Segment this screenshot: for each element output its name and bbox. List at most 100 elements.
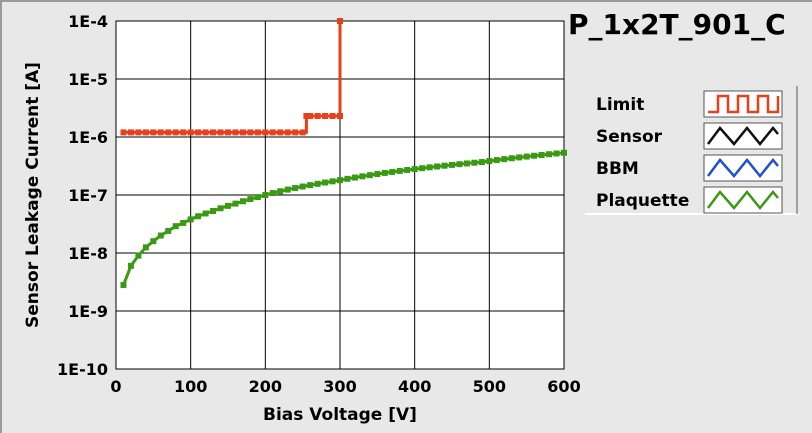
data-point	[269, 190, 276, 197]
data-point	[202, 129, 209, 136]
data-point	[150, 129, 157, 136]
data-point	[217, 129, 224, 136]
legend-label: BBM	[596, 159, 639, 179]
x-tick-label: 300	[323, 377, 356, 396]
data-point	[456, 161, 463, 168]
data-point	[157, 129, 164, 136]
x-axis-title: Bias Voltage [V]	[263, 405, 417, 425]
data-point	[202, 210, 209, 217]
data-point	[292, 129, 299, 136]
legend-swatch-line	[708, 94, 780, 114]
data-point	[366, 172, 373, 179]
data-point	[195, 129, 202, 136]
data-point	[426, 164, 433, 171]
data-point	[180, 219, 187, 226]
data-point	[307, 182, 314, 189]
data-point	[157, 232, 164, 239]
data-point	[449, 161, 455, 168]
data-point	[277, 129, 284, 136]
data-point	[329, 178, 336, 185]
data-point	[486, 158, 493, 165]
data-point	[322, 179, 329, 186]
data-point	[232, 129, 239, 136]
y-tick-label: 1E-5	[68, 70, 108, 89]
legend-swatch-line	[707, 158, 779, 178]
legend-item-bbm: BBM	[596, 154, 783, 182]
y-tick-label: 1E-6	[68, 128, 108, 147]
data-point	[217, 205, 224, 212]
data-point	[404, 166, 411, 173]
data-point	[239, 198, 246, 205]
data-point	[120, 282, 127, 289]
y-tick-label: 1E-7	[68, 186, 108, 205]
data-point	[419, 165, 426, 172]
data-point	[389, 168, 396, 175]
data-point	[337, 177, 343, 184]
legend-swatch	[703, 186, 783, 214]
legend-swatch-line	[707, 190, 779, 210]
data-point	[411, 166, 418, 173]
data-point	[337, 18, 343, 24]
data-point	[561, 149, 567, 156]
series-plaquette	[120, 149, 567, 289]
data-point	[292, 185, 299, 192]
y-tick-label: 1E-9	[68, 302, 108, 321]
legend-swatch-line	[707, 126, 779, 146]
data-point	[239, 129, 246, 136]
data-point	[225, 202, 231, 209]
data-point	[262, 192, 269, 198]
data-point	[284, 186, 291, 193]
data-point	[150, 238, 157, 245]
data-point	[501, 156, 508, 163]
legend-label: Plaquette	[596, 191, 689, 211]
data-point	[434, 163, 441, 170]
series-limit	[120, 18, 343, 136]
y-tick-label: 1E-4	[68, 12, 108, 31]
data-point	[232, 200, 239, 207]
data-point	[441, 162, 448, 169]
data-point	[359, 173, 366, 180]
data-point	[127, 262, 134, 269]
data-point	[523, 153, 530, 160]
y-axis-title: Sensor Leakage Current [A]	[23, 62, 43, 328]
data-point	[303, 113, 310, 120]
data-point	[299, 129, 306, 136]
data-point	[493, 157, 500, 164]
y-tick-labels: 1E-10 1E-9 1E-8 1E-7 1E-6 1E-5 1E-4	[57, 12, 108, 379]
data-point	[463, 160, 470, 167]
x-tick-label: 100	[174, 377, 207, 396]
data-point	[269, 129, 276, 136]
data-point	[225, 129, 231, 136]
data-point	[254, 129, 261, 136]
data-point	[299, 183, 306, 190]
data-point	[135, 252, 142, 259]
data-point	[247, 196, 254, 203]
data-point	[374, 171, 381, 178]
data-point	[277, 188, 284, 195]
data-point	[337, 113, 343, 120]
data-point	[344, 175, 351, 182]
data-point	[127, 129, 134, 136]
legend-item-sensor: Sensor	[596, 122, 783, 150]
data-point	[165, 227, 172, 234]
data-point	[195, 213, 202, 220]
data-point	[180, 129, 187, 136]
legend-item-limit: Limit	[596, 90, 783, 118]
data-point	[165, 129, 172, 136]
x-tick-label: 500	[473, 377, 506, 396]
data-point	[254, 194, 261, 201]
data-point	[516, 154, 523, 161]
data-point	[307, 113, 314, 120]
data-point	[172, 223, 179, 230]
data-point	[478, 159, 485, 166]
data-point	[314, 113, 321, 120]
data-point	[314, 180, 321, 187]
data-point	[351, 174, 358, 181]
data-point	[531, 152, 538, 159]
legend-label: Limit	[596, 95, 644, 115]
data-point	[538, 151, 545, 158]
data-point	[322, 113, 329, 120]
data-point	[120, 129, 127, 136]
x-tick-label: 600	[547, 377, 580, 396]
